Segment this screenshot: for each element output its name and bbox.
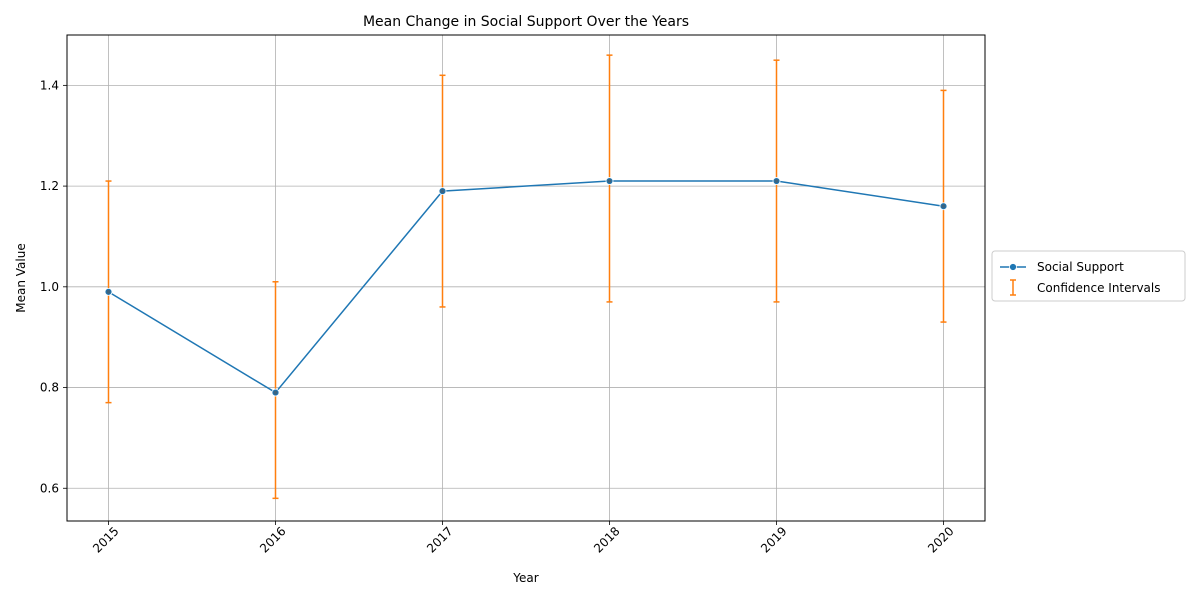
y-tick-label: 1.0 [40, 280, 59, 294]
y-tick-label: 0.6 [40, 481, 59, 495]
plot-frame [66, 34, 986, 522]
legend-marker-swatch [1009, 263, 1017, 271]
legend: Social Support Confidence Intervals [991, 250, 1186, 302]
legend-label-errorbars: Confidence Intervals [1037, 281, 1161, 295]
legend-box [991, 250, 1186, 302]
y-tick-label: 1.2 [40, 179, 59, 193]
chart-title: Mean Change in Social Support Over the Y… [363, 14, 689, 30]
data-point-center [607, 179, 612, 184]
x-axis-title: Year [512, 571, 538, 585]
data-point-center [106, 289, 111, 294]
series-line [108, 180, 944, 394]
y-tick-label: 1.4 [40, 78, 59, 92]
legend-label-series: Social Support [1037, 260, 1124, 274]
data-point-center [774, 179, 779, 184]
y-tick-label: 0.8 [40, 381, 59, 395]
series [104, 177, 948, 397]
data-point-center [941, 204, 946, 209]
y-axis: 0.6 0.8 1.0 1.2 1.4 [40, 78, 67, 495]
data-point-center [273, 390, 278, 395]
data-point-center [440, 189, 445, 194]
y-axis-title: Mean Value [14, 243, 28, 312]
